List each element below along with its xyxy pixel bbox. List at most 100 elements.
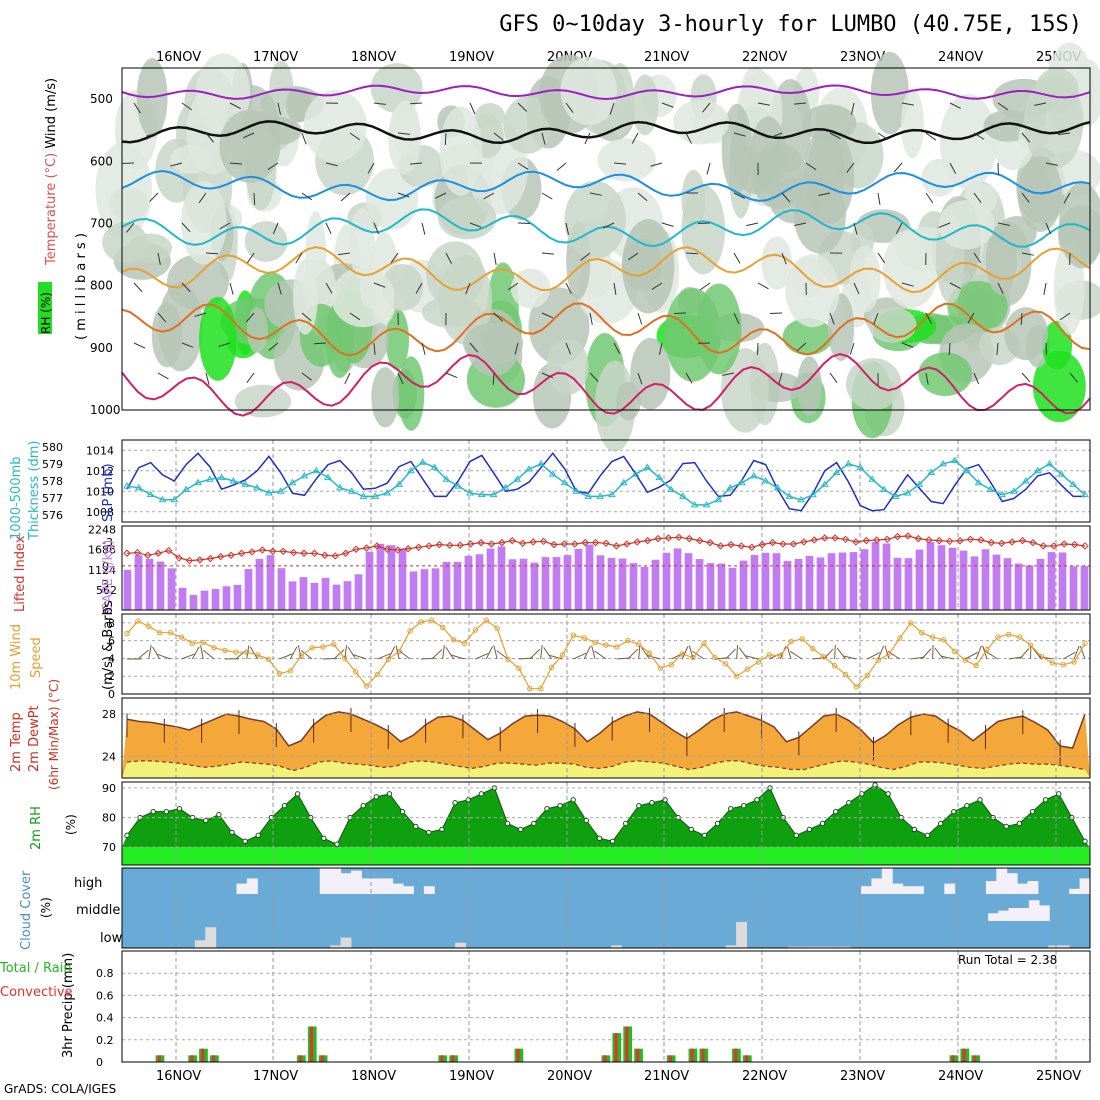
rh-point xyxy=(386,791,393,797)
date-label-top: 21NOV xyxy=(644,50,689,65)
wind-barb xyxy=(901,282,914,287)
wind-barb-10m xyxy=(137,649,149,660)
wind-barb-10m xyxy=(965,651,978,660)
isotherm-line xyxy=(121,84,1091,101)
wind-barb xyxy=(796,342,807,352)
wind-barb xyxy=(126,222,135,233)
wind-barb-10m xyxy=(1008,656,1023,660)
wind-speed-point xyxy=(461,640,468,647)
wind-barb xyxy=(685,132,692,144)
wind-barb xyxy=(469,102,476,115)
slp-ytick: 1012 xyxy=(86,465,114,478)
li-point xyxy=(352,545,360,553)
wind-barb xyxy=(948,342,951,356)
li-point xyxy=(768,538,777,547)
wind-barb-10m xyxy=(450,654,465,660)
wind-speed-point xyxy=(864,672,870,679)
cloud-bar-low xyxy=(736,922,748,948)
temp-label-b: 2m DewPt xyxy=(27,705,42,772)
wind-barb-10m xyxy=(202,649,215,660)
wind-barb xyxy=(706,162,711,175)
wind-speed-point xyxy=(124,630,130,637)
wind-barb-10m xyxy=(681,646,689,660)
cape-label: CAPE (J/kg) xyxy=(101,540,116,612)
li-point xyxy=(581,538,589,547)
wind-barb xyxy=(778,372,783,385)
precip-conv-bar xyxy=(190,1055,194,1062)
precip-conv-bar xyxy=(625,1026,629,1062)
wind-speed-point xyxy=(973,662,979,669)
cape-bar xyxy=(464,555,473,610)
cape-bar xyxy=(365,551,374,610)
rh-label: RH (%) xyxy=(39,292,53,334)
wind-barb-10m xyxy=(910,656,925,660)
thickness-point xyxy=(749,471,758,479)
rh-contour-blob xyxy=(868,306,917,343)
cloud-bar-high xyxy=(861,886,872,894)
rh-contour-blob xyxy=(797,356,822,417)
wind-barb-10m xyxy=(867,652,880,660)
thickness-point xyxy=(951,456,959,463)
slp-line xyxy=(126,452,1085,512)
li-point xyxy=(675,533,683,542)
wind-barb xyxy=(373,342,376,355)
rh-point xyxy=(544,805,550,812)
rh-contour-blob xyxy=(219,109,281,183)
cape-bar xyxy=(321,577,330,610)
wind-barb xyxy=(877,252,886,264)
temp-panel-frame xyxy=(121,697,1091,779)
wind-barb xyxy=(609,102,615,115)
wind-barb xyxy=(344,372,351,385)
rh-contour-blob xyxy=(870,51,909,135)
wind-speed-point xyxy=(646,650,653,656)
wind-speed-point xyxy=(919,629,925,636)
rh-point xyxy=(977,797,983,803)
wind-barb xyxy=(338,252,351,256)
rh-point xyxy=(150,808,156,815)
wind-barb xyxy=(949,282,961,289)
precip-conv-bar xyxy=(309,1026,313,1062)
li-point xyxy=(997,539,1006,547)
cloud-bar-high xyxy=(1006,873,1018,894)
rh-point xyxy=(399,808,406,815)
wind-barb xyxy=(613,162,626,165)
wind-barb xyxy=(205,132,215,143)
wind-barb-10m xyxy=(496,650,509,660)
wind-speed-point xyxy=(146,623,152,630)
wind-barb-10m xyxy=(249,646,259,660)
rh-point xyxy=(754,797,760,803)
wind-barb-10m xyxy=(573,652,587,660)
temp-ytick: 24 xyxy=(102,751,116,764)
wind-barb xyxy=(829,132,841,140)
precip-conv-bar xyxy=(603,1055,607,1062)
wind-label-a: 10m Wind xyxy=(9,624,24,690)
precip-conv-label: Convective xyxy=(0,985,73,1000)
wind-barb-10m xyxy=(475,652,489,660)
wind-ytick: 2 xyxy=(108,670,115,683)
precip-conv-bar xyxy=(690,1048,694,1062)
rh-contour-blob xyxy=(244,221,288,262)
wind-speed-point xyxy=(265,656,272,663)
wind-barb xyxy=(149,192,159,202)
rh-point xyxy=(885,791,891,797)
wind-label: Wind (m/s) xyxy=(44,78,59,149)
wind-barb xyxy=(794,222,807,226)
wind-barb xyxy=(580,252,591,261)
page-title: GFS 0~10day 3-hourly for LUMBO (40.75E, … xyxy=(499,12,1082,37)
wind-barb-10m xyxy=(884,645,890,660)
rh-point xyxy=(859,791,865,797)
cloud-bar-high xyxy=(892,883,904,894)
cloud-bar-low xyxy=(829,946,841,948)
rh-point xyxy=(1042,797,1049,803)
cloud-bar-high xyxy=(1079,878,1091,894)
wind-barb xyxy=(198,192,207,204)
wind-barb xyxy=(157,252,161,265)
wind-barb xyxy=(541,192,553,200)
cape-bar xyxy=(981,549,990,610)
wind-barb xyxy=(589,192,602,196)
cloud-bar-low xyxy=(455,942,466,948)
li-point xyxy=(623,540,631,548)
wind-barb xyxy=(613,342,621,354)
wind-barb xyxy=(996,342,999,355)
rh-contour-blob xyxy=(385,308,410,371)
